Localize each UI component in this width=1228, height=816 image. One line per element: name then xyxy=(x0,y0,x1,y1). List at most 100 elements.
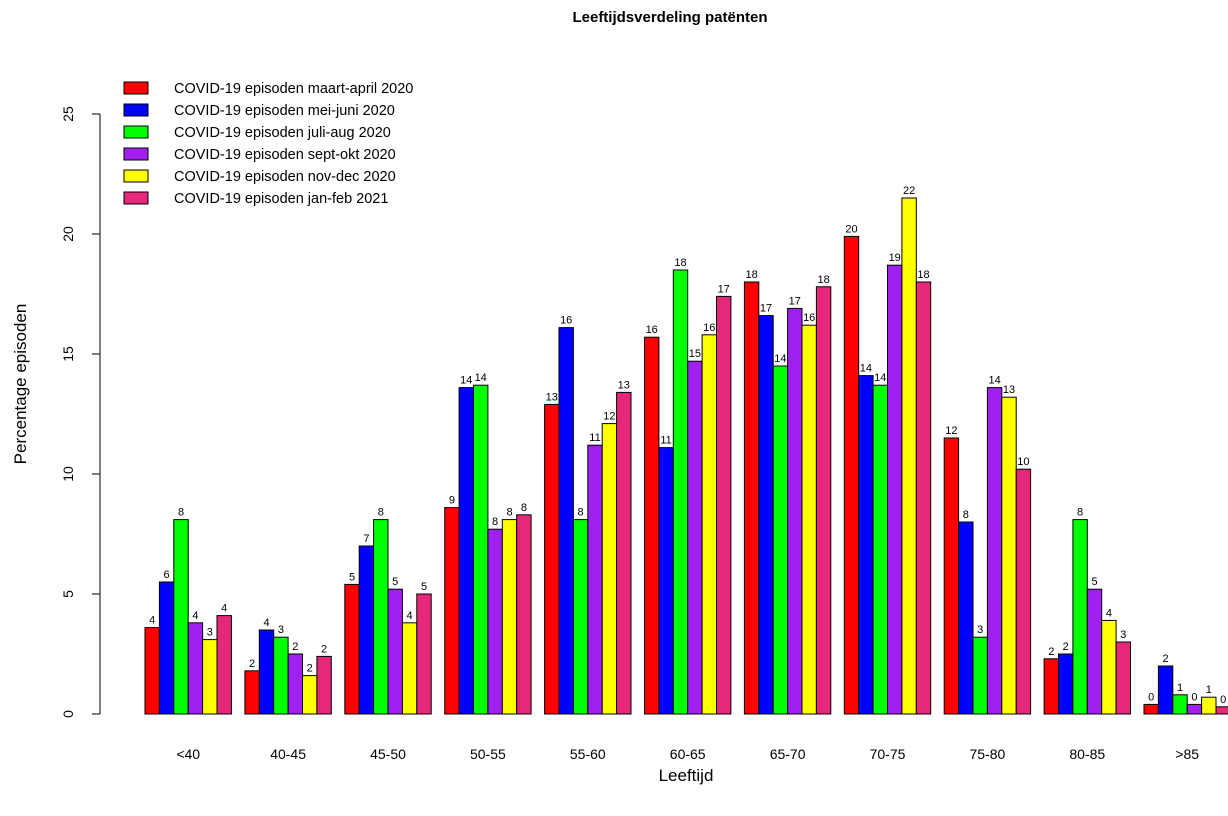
bars-group xyxy=(144,197,1228,715)
bar-value-label: 5 xyxy=(349,571,355,583)
bar-value-label: 4 xyxy=(1106,607,1112,619)
bar-value-label: 15 xyxy=(689,348,701,360)
bar xyxy=(872,384,888,715)
bar-value-label: 17 xyxy=(760,303,772,315)
bar-value-label: 2 xyxy=(1063,641,1069,653)
bar xyxy=(858,375,874,715)
bar xyxy=(373,519,389,715)
bar xyxy=(758,315,774,715)
bar-value-label: 13 xyxy=(546,391,558,403)
legend: COVID-19 episoden maart-april 2020 COVID-… xyxy=(123,81,413,207)
legend-label: COVID-19 episoden mei-juni 2020 xyxy=(174,103,395,119)
bar-value-label: 17 xyxy=(718,283,730,295)
legend-label: COVID-19 episoden jan-feb 2021 xyxy=(174,191,388,207)
bar-value-label: 9 xyxy=(449,495,455,507)
bar xyxy=(1101,619,1117,715)
x-tick-label: >85 xyxy=(1175,746,1199,762)
bar xyxy=(1157,665,1174,715)
bar-value-label: 5 xyxy=(1091,576,1097,588)
bar-value-label: 1 xyxy=(1206,684,1212,696)
bar xyxy=(473,384,489,715)
bar xyxy=(972,636,988,715)
bar-value-label: 13 xyxy=(618,379,630,391)
bar xyxy=(1143,703,1159,715)
bar xyxy=(458,387,475,715)
bar-value-label: 2 xyxy=(292,641,298,653)
bar xyxy=(302,675,318,715)
bar xyxy=(244,670,260,715)
y-tick-label: 25 xyxy=(60,106,76,122)
bar xyxy=(202,639,218,715)
legend-swatch xyxy=(123,103,149,117)
bar xyxy=(772,365,789,715)
bar-value-label: 18 xyxy=(745,269,757,281)
bar-value-label: 0 xyxy=(1191,691,1197,703)
bar-value-label: 17 xyxy=(789,295,801,307)
bar xyxy=(958,521,974,715)
y-tick-label: 5 xyxy=(60,590,76,598)
bar xyxy=(815,286,832,715)
bar xyxy=(358,545,375,715)
bar xyxy=(644,336,660,715)
x-tick-label: 65-70 xyxy=(770,746,806,762)
y-axis-title: Percentage episoden xyxy=(11,304,30,465)
legend-label: COVID-19 episoden sept-okt 2020 xyxy=(174,147,396,163)
bar-value-label: 8 xyxy=(506,507,512,519)
bar xyxy=(915,281,932,715)
bar xyxy=(943,437,960,715)
bar xyxy=(701,334,717,715)
legend-swatch xyxy=(123,147,149,161)
bar xyxy=(544,403,560,715)
bar-value-label: 11 xyxy=(660,435,671,447)
bar-value-label: 20 xyxy=(845,223,857,235)
bar-value-label: 4 xyxy=(221,603,227,615)
bar-value-label: 4 xyxy=(263,617,269,629)
y-axis: 0 5 10 15 20 25 xyxy=(60,106,101,718)
legend-label: COVID-19 episoden juli-aug 2020 xyxy=(174,125,391,141)
bar xyxy=(487,528,503,715)
bar xyxy=(658,447,674,715)
x-tick-label: 50-55 xyxy=(470,746,506,762)
bar-value-label: 8 xyxy=(963,509,969,521)
bar-value-label: 14 xyxy=(460,375,472,387)
bar xyxy=(501,519,518,715)
bar-value-label: 11 xyxy=(589,432,600,444)
bar xyxy=(258,629,275,715)
bar-value-label: 16 xyxy=(560,315,572,327)
x-tick-label: 55-60 xyxy=(570,746,606,762)
bar xyxy=(216,615,232,715)
x-tick-label: 80-85 xyxy=(1069,746,1105,762)
bar-value-label: 3 xyxy=(977,624,983,636)
bar-value-label: 16 xyxy=(803,312,815,324)
bar xyxy=(801,324,817,715)
bar-value-label: 8 xyxy=(492,516,498,528)
bar-value-label: 16 xyxy=(646,324,658,336)
bar xyxy=(986,387,1003,715)
bar-value-label: 2 xyxy=(1163,653,1169,665)
bar-value-label: 3 xyxy=(278,624,284,636)
bar xyxy=(1201,696,1217,715)
x-tick-label: 60-65 xyxy=(670,746,706,762)
bar xyxy=(843,235,860,715)
legend-label: COVID-19 episoden maart-april 2020 xyxy=(174,81,413,97)
legend-swatch xyxy=(123,191,149,205)
legend-swatch xyxy=(123,125,149,139)
bar xyxy=(558,327,574,715)
bar xyxy=(1015,468,1032,715)
bar xyxy=(1058,653,1074,715)
bar xyxy=(616,391,632,715)
bar xyxy=(187,622,204,715)
bar-value-label: 14 xyxy=(874,372,886,384)
bar-value-label: 2 xyxy=(307,663,313,675)
bar xyxy=(444,507,460,715)
bar-value-label: 14 xyxy=(988,375,1000,387)
bar-value-label: 10 xyxy=(1017,456,1029,468)
bar xyxy=(587,444,603,715)
bar xyxy=(743,281,760,715)
bar xyxy=(158,581,175,715)
bar-value-label: 5 xyxy=(421,581,427,593)
bar-value-label: 4 xyxy=(149,615,155,627)
bar-value-label: 8 xyxy=(578,507,584,519)
bar-value-label: 14 xyxy=(774,353,786,365)
